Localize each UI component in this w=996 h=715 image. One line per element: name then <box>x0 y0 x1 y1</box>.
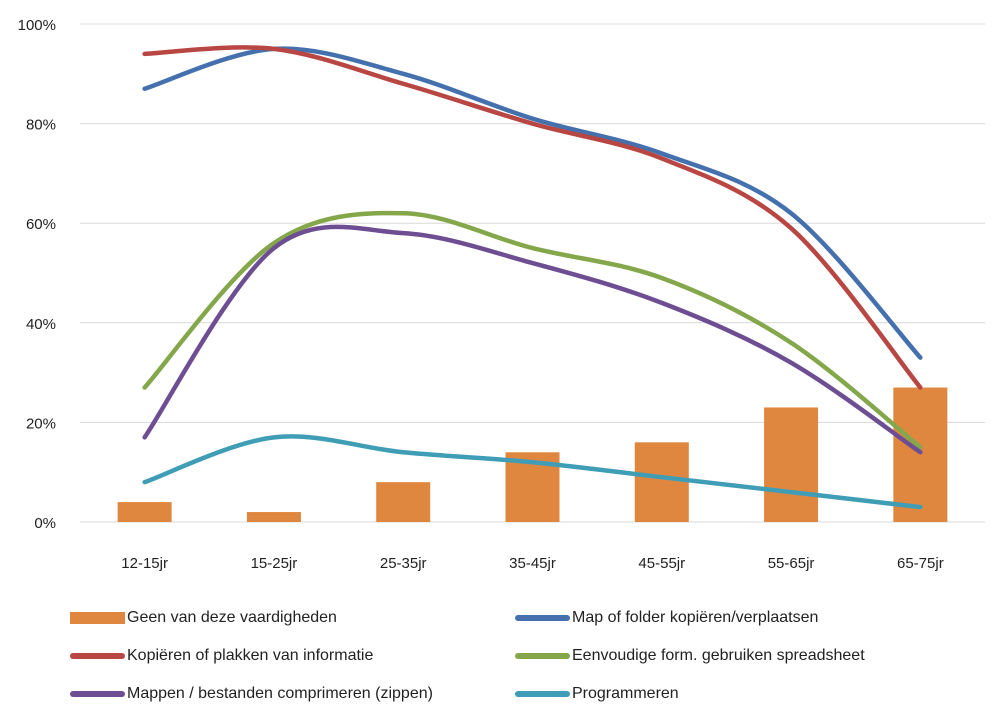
y-tick-label: 0% <box>34 515 56 532</box>
series-line <box>142 45 923 390</box>
line-series <box>142 45 923 510</box>
series-line <box>142 434 923 510</box>
series-line <box>142 224 923 455</box>
y-tick-label: 40% <box>26 316 56 333</box>
bar <box>246 512 301 522</box>
chart: 0% 20% 40% 60% 80% 100% 12-15jr 15-25jr 25-35jr… <box>18 17 985 572</box>
x-tick-label: 12-15jr <box>121 555 168 572</box>
legend-item: Mappen / bestanden comprimeren (zippen) <box>70 682 433 706</box>
y-tick-label: 100% <box>18 17 56 34</box>
legend-item: Eenvoudige form. gebruiken spreadsheet <box>515 644 865 668</box>
legend-label: Map of folder kopiëren/verplaatsen <box>572 609 819 626</box>
bar <box>764 407 819 522</box>
legend-swatch <box>515 653 570 659</box>
bar <box>893 387 948 522</box>
legend-swatch <box>515 615 570 621</box>
legend-swatch <box>70 691 125 697</box>
legend-label: Geen van deze vaardigheden <box>127 609 337 626</box>
y-axis: 0% 20% 40% 60% 80% 100% <box>18 17 56 532</box>
x-tick-label: 65-75jr <box>897 555 944 572</box>
bar <box>376 482 431 522</box>
legend-label: Mappen / bestanden comprimeren (zippen) <box>127 685 433 702</box>
x-tick-label: 35-45jr <box>509 555 556 572</box>
x-tick-label: 25-35jr <box>380 555 427 572</box>
legend-label: Programmeren <box>572 685 679 702</box>
legend-label: Eenvoudige form. gebruiken spreadsheet <box>572 647 865 664</box>
x-tick-label: 15-25jr <box>251 555 298 572</box>
legend-label: Kopiëren of plakken van informatie <box>127 647 374 664</box>
x-axis: 12-15jr 15-25jr 25-35jr 35-45jr 45-55jr 55-65… <box>121 555 943 572</box>
series-line <box>142 46 923 360</box>
legend-swatch <box>515 691 570 697</box>
legend-swatch <box>70 612 125 624</box>
y-tick-label: 60% <box>26 216 56 233</box>
series-line <box>142 210 923 450</box>
legend-swatch <box>70 653 125 659</box>
legend-item: Programmeren <box>515 682 679 706</box>
bar <box>117 502 172 522</box>
x-tick-label: 55-65jr <box>768 555 815 572</box>
x-tick-label: 45-55jr <box>638 555 685 572</box>
legend-item: Geen van deze vaardigheden <box>70 606 337 630</box>
legend-item: Map of folder kopiëren/verplaatsen <box>515 606 818 630</box>
y-tick-label: 80% <box>26 117 56 134</box>
y-tick-label: 20% <box>26 415 56 432</box>
legend-item: Kopiëren of plakken van informatie <box>70 644 373 668</box>
bar-series <box>117 387 948 522</box>
bar <box>634 442 689 522</box>
